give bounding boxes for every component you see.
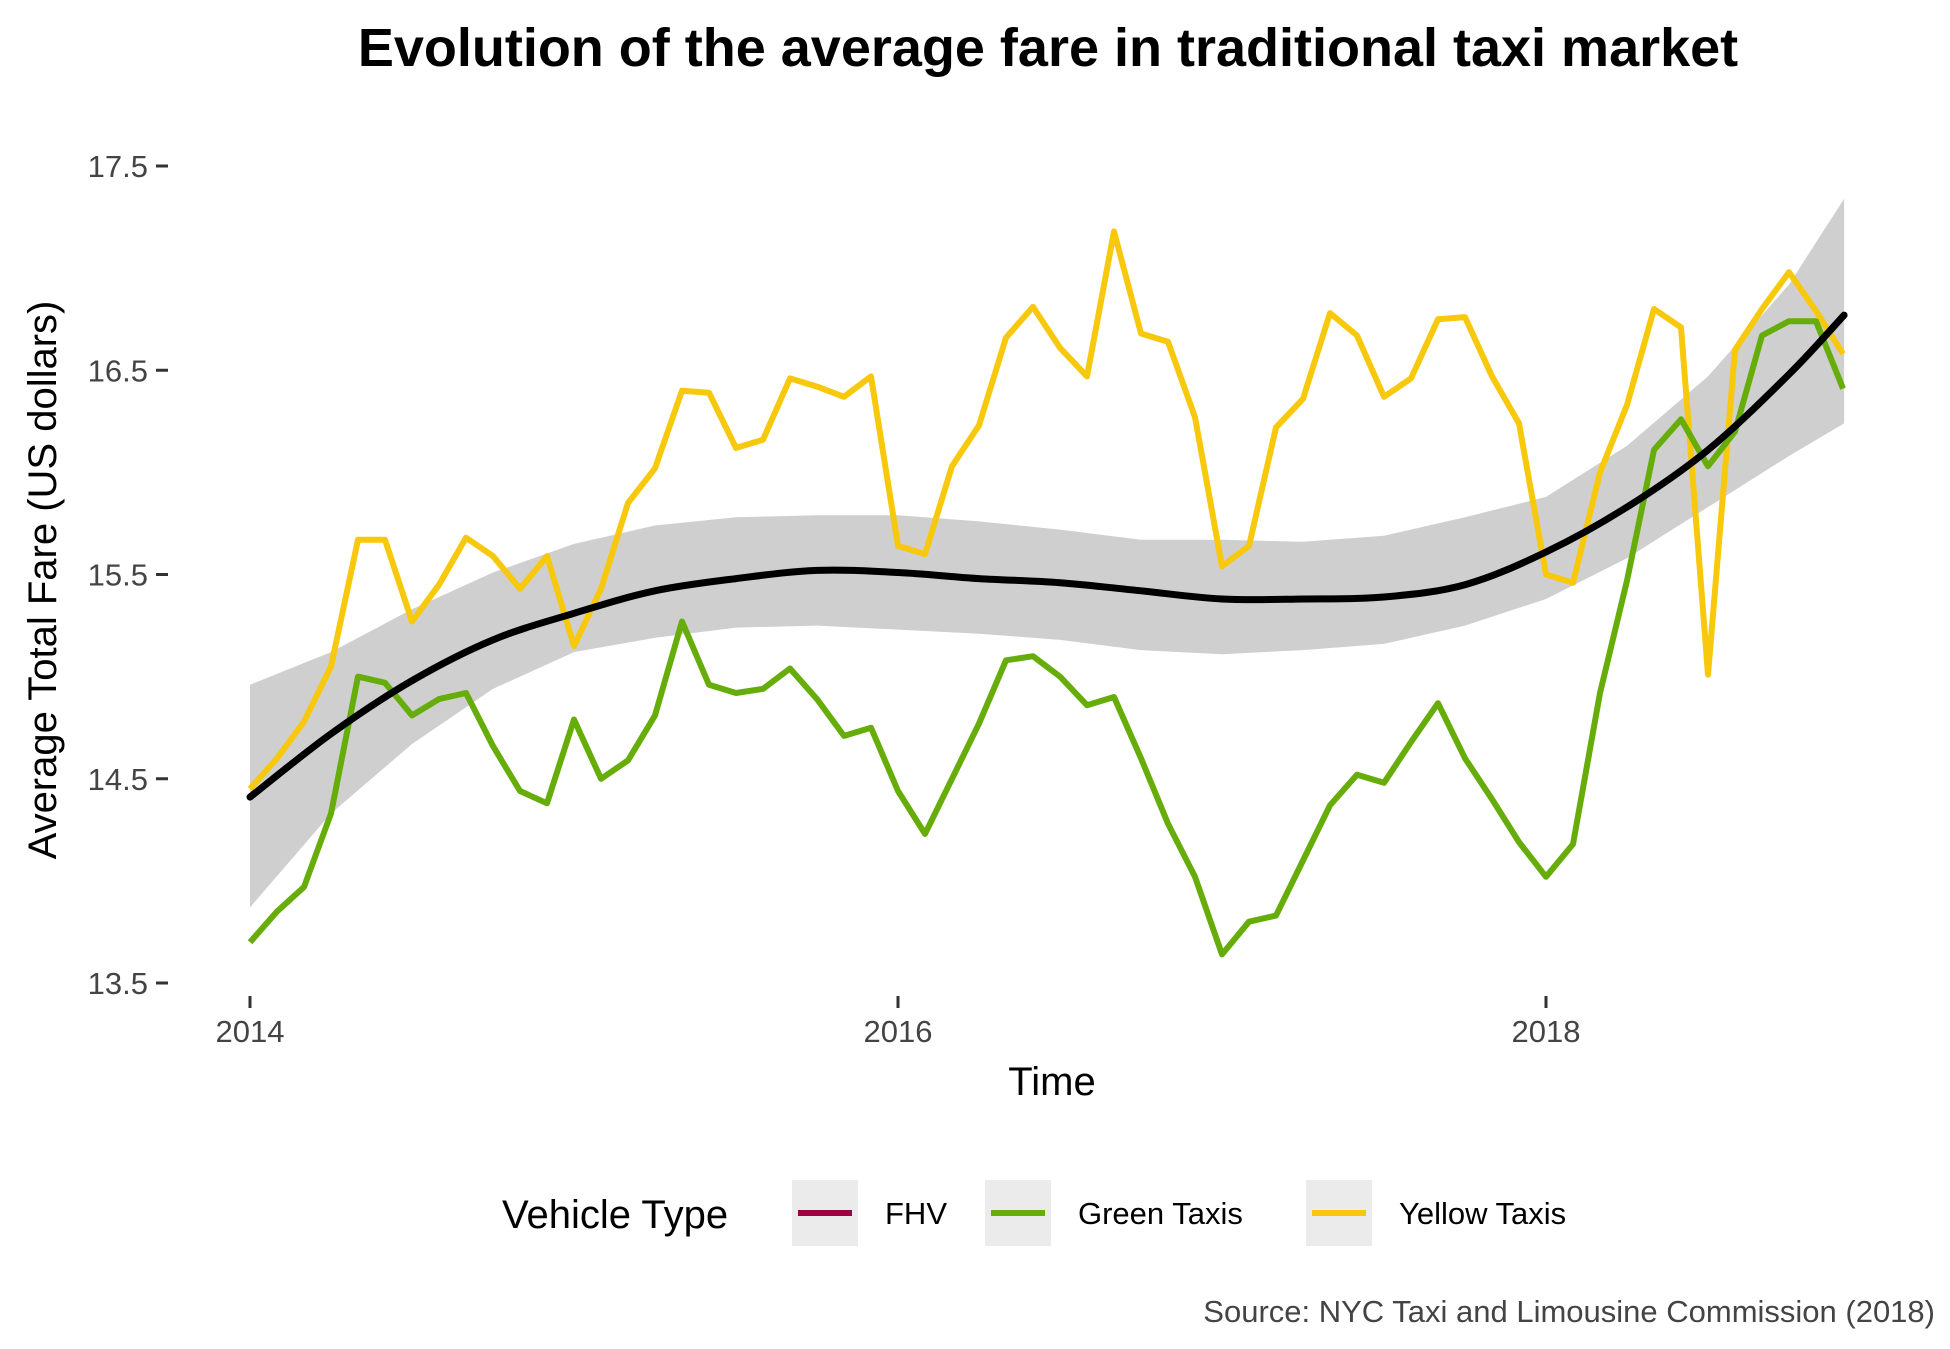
x-tick-label: 2014 [216,1014,285,1049]
x-axis-title: Time [1008,1060,1095,1104]
legend-label-fhv: FHV [885,1196,947,1231]
y-tick-label: 13.5 [88,966,148,1001]
y-tick-label: 15.5 [88,558,148,593]
trend-confidence-band [250,198,1845,908]
series-layer [247,228,1846,958]
legend-label-green-taxis: Green Taxis [1078,1196,1243,1231]
x-axis: 2014 2016 2018 [216,996,1581,1049]
plot-area [246,198,1848,958]
trend-line [246,311,1848,801]
x-tick-label: 2016 [864,1014,933,1049]
y-axis: 13.5 14.5 15.5 16.5 17.5 [88,149,168,1001]
y-tick-label: 14.5 [88,762,148,797]
chart-title: Evolution of the average fare in traditi… [358,18,1738,78]
x-tick-label: 2018 [1512,1014,1581,1049]
y-tick-label: 17.5 [88,149,148,184]
series-line-yellow-taxis [247,228,1846,791]
y-tick-label: 16.5 [88,353,148,388]
legend: Vehicle Type FHV Green Taxis Yellow Taxis [502,1180,1566,1246]
series-line-green-taxis [247,318,1846,958]
legend-label-yellow-taxis: Yellow Taxis [1399,1196,1566,1231]
source-caption: Source: NYC Taxi and Limousine Commissio… [1203,1294,1935,1329]
y-axis-title: Average Total Fare (US dollars) [21,301,65,860]
legend-title: Vehicle Type [502,1193,728,1237]
legend-items: FHV Green Taxis Yellow Taxis [792,1180,1566,1246]
